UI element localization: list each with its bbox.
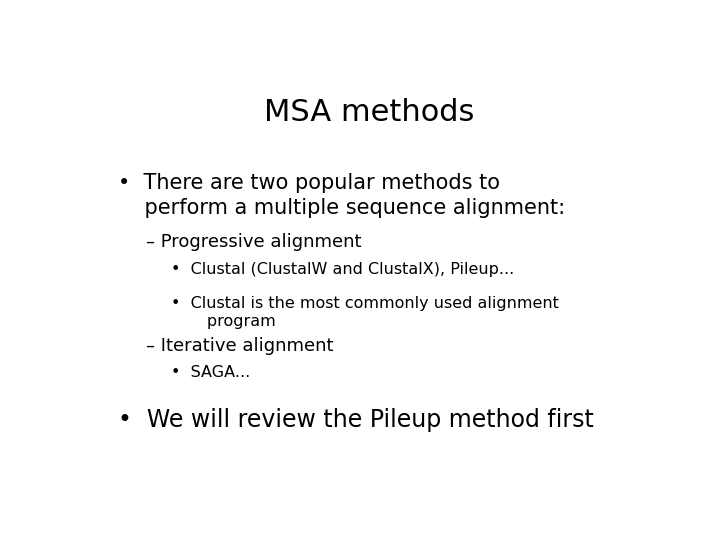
- Text: – Iterative alignment: – Iterative alignment: [145, 337, 333, 355]
- Text: – Progressive alignment: – Progressive alignment: [145, 233, 361, 251]
- Text: •  Clustal (ClustalW and ClustalX), Pileup...: • Clustal (ClustalW and ClustalX), Pileu…: [171, 262, 514, 278]
- Text: •  SAGA...: • SAGA...: [171, 365, 250, 380]
- Text: •  We will review the Pileup method first: • We will review the Pileup method first: [118, 408, 594, 432]
- Text: •  Clustal is the most commonly used alignment
       program: • Clustal is the most commonly used alig…: [171, 295, 559, 329]
- Text: MSA methods: MSA methods: [264, 98, 474, 127]
- Text: •  There are two popular methods to
    perform a multiple sequence alignment:: • There are two popular methods to perfo…: [118, 173, 565, 218]
